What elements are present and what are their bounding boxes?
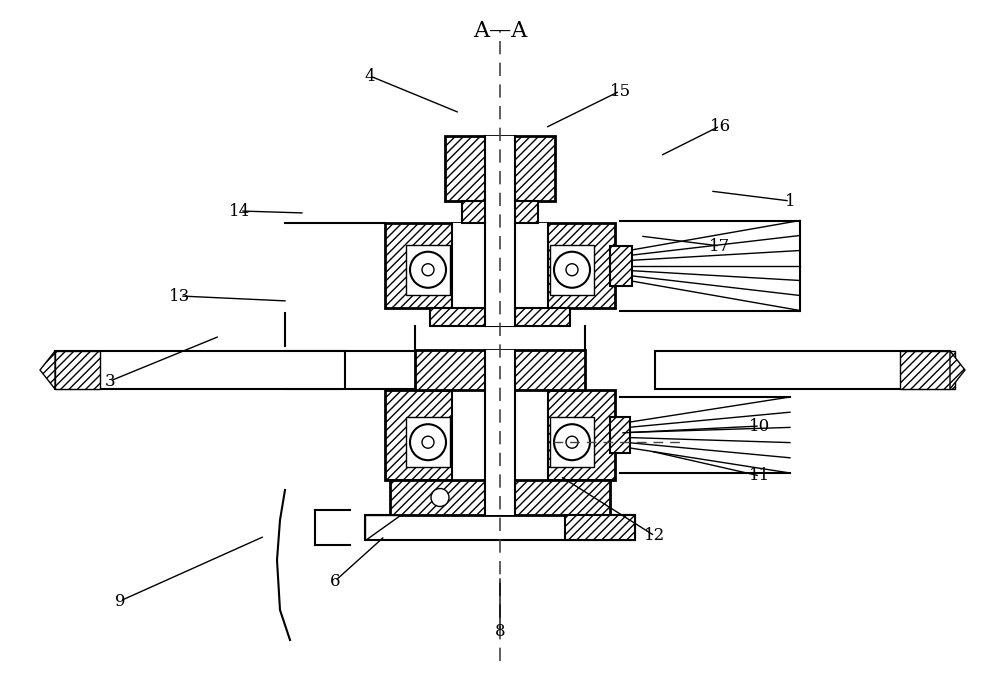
Bar [485,136,515,201]
Polygon shape [40,351,55,389]
Bar [485,390,515,480]
Bar [565,515,635,540]
Bar [485,480,515,515]
Bar [610,417,630,453]
Bar [900,351,955,389]
Text: 17: 17 [709,238,731,254]
Text: 8: 8 [495,623,505,639]
Bar [485,223,515,308]
Text: 10: 10 [749,417,771,435]
Bar [385,390,615,480]
Bar [485,201,515,223]
Circle shape [410,252,446,287]
Text: 14: 14 [229,202,251,220]
Text: 9: 9 [115,592,125,609]
Text: 11: 11 [749,468,771,484]
Text: 13: 13 [169,287,191,305]
Circle shape [410,424,446,460]
Circle shape [554,424,590,460]
Bar [385,223,615,308]
Circle shape [431,489,449,507]
Polygon shape [950,351,965,389]
Circle shape [566,264,578,276]
Text: 3: 3 [105,372,115,390]
Bar [452,390,548,480]
Bar [415,350,585,390]
Bar [550,417,594,467]
Bar [406,245,450,295]
Bar [485,350,515,390]
Bar [445,136,555,201]
Circle shape [566,436,578,448]
Bar [485,308,515,326]
Bar [462,201,538,223]
Bar [610,245,632,285]
Text: 12: 12 [644,527,666,545]
Bar [55,351,345,389]
Text: A—A: A—A [473,20,527,42]
Bar [655,351,950,389]
Circle shape [422,436,434,448]
Text: 16: 16 [709,117,731,135]
Bar [430,308,570,326]
Polygon shape [365,515,400,540]
Text: 15: 15 [609,82,631,100]
Text: 1: 1 [785,193,795,209]
Circle shape [422,264,434,276]
Bar [55,351,100,389]
Bar [406,417,450,467]
Bar [390,480,610,515]
Bar [452,223,548,308]
Bar [550,245,594,295]
Text: 4: 4 [365,68,375,84]
Circle shape [554,252,590,287]
Bar [365,515,635,540]
Text: 6: 6 [330,573,340,589]
